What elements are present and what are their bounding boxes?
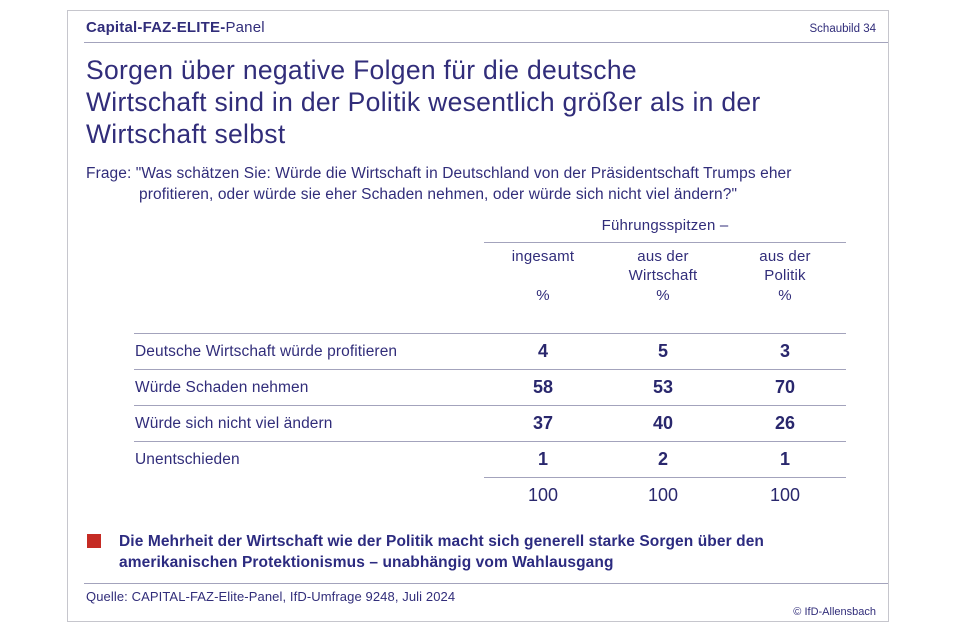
title-line-3: Wirtschaft selbst [86, 119, 286, 149]
row-value: 2 [602, 441, 724, 478]
row-value: 37 [484, 405, 602, 442]
note-text: Die Mehrheit der Wirtschaft wie der Poli… [119, 531, 764, 573]
title-line-1: Sorgen über negative Folgen für die deut… [86, 55, 637, 85]
red-bullet-icon [87, 533, 101, 548]
card-header: Capital-FAZ-ELITE-Panel Schaubild 34 [84, 11, 888, 43]
row-value: 40 [602, 405, 724, 442]
survey-question: Frage: "Was schätzen Sie: Würde die Wirt… [86, 163, 868, 205]
title-line-2: Wirtschaft sind in der Politik wesentlic… [86, 87, 761, 117]
column-header-row: ingesamt % aus der Wirtschaft % aus der … [134, 243, 846, 334]
row-value: 58 [484, 369, 602, 406]
page-title: Sorgen über negative Folgen für die deut… [86, 54, 868, 150]
row-value: 1 [484, 441, 602, 478]
question-line-2: profitieren, oder würde sie eher Schaden… [139, 186, 738, 203]
copyright-line: © IfD-Allensbach [793, 606, 876, 618]
column-header-ingesamt: ingesamt % [484, 243, 602, 334]
column-label: aus der [759, 248, 811, 265]
table-row-profitieren: Deutsche Wirtschaft würde profitieren 4 … [134, 333, 847, 370]
column-label: ingesamt [511, 248, 575, 265]
note-line-2: amerikanischen Protektionismus – unabhän… [119, 553, 614, 571]
column-header-politik: aus der Politik % [724, 243, 846, 334]
brand-bold-part: Capital-FAZ-ELITE- [86, 19, 226, 36]
key-finding-note: Die Mehrheit der Wirtschaft wie der Poli… [87, 531, 858, 573]
table-row-schaden: Würde Schaden nehmen 58 53 70 [134, 369, 847, 406]
column-label: aus der [637, 248, 689, 265]
brand: Capital-FAZ-ELITE-Panel [86, 19, 265, 36]
source-line: Quelle: CAPITAL-FAZ-Elite-Panel, IfD-Umf… [86, 589, 456, 604]
group-header-spacer [134, 215, 484, 243]
table-totals-row: 100 100 100 [134, 477, 847, 514]
table-row-nicht-viel-aendern: Würde sich nicht viel ändern 37 40 26 [134, 405, 847, 442]
row-label: Unentschieden [134, 441, 484, 478]
row-label: Würde Schaden nehmen [134, 369, 484, 406]
column-unit: % [656, 287, 670, 304]
row-value: 53 [602, 369, 724, 406]
column-label-line2 [484, 266, 602, 285]
table-row-unentschieden: Unentschieden 1 2 1 [134, 441, 847, 478]
group-header: Führungsspitzen – [484, 215, 847, 243]
row-value: 4 [484, 333, 602, 370]
column-header-wirtschaft: aus der Wirtschaft % [602, 243, 724, 334]
row-value: 26 [724, 405, 847, 442]
column-header-spacer [134, 243, 484, 334]
column-unit: % [778, 287, 792, 304]
question-line-1: Frage: "Was schätzen Sie: Würde die Wirt… [86, 165, 792, 182]
row-value: 1 [724, 441, 847, 478]
card-footer: Quelle: CAPITAL-FAZ-Elite-Panel, IfD-Umf… [84, 583, 888, 619]
row-value: 5 [602, 333, 724, 370]
column-label-line2: Politik [764, 267, 806, 284]
row-label: Würde sich nicht viel ändern [134, 405, 484, 442]
group-header-row: Führungsspitzen – [134, 215, 847, 243]
totals-spacer [134, 478, 484, 514]
slide-card: Capital-FAZ-ELITE-Panel Schaubild 34 Sor… [67, 10, 889, 622]
total-value: 100 [484, 477, 602, 514]
results-table: Führungsspitzen – ingesamt % aus der Wir… [134, 215, 847, 514]
row-value: 3 [724, 333, 847, 370]
total-value: 100 [602, 477, 724, 514]
total-value: 100 [724, 477, 847, 514]
row-label: Deutsche Wirtschaft würde profitieren [134, 333, 484, 370]
schaubild-number: Schaubild 34 [809, 23, 877, 35]
column-label-line2: Wirtschaft [628, 267, 698, 284]
brand-regular-part: Panel [225, 19, 265, 36]
row-value: 70 [724, 369, 847, 406]
column-unit: % [536, 287, 550, 304]
note-line-1: Die Mehrheit der Wirtschaft wie der Poli… [119, 532, 764, 550]
